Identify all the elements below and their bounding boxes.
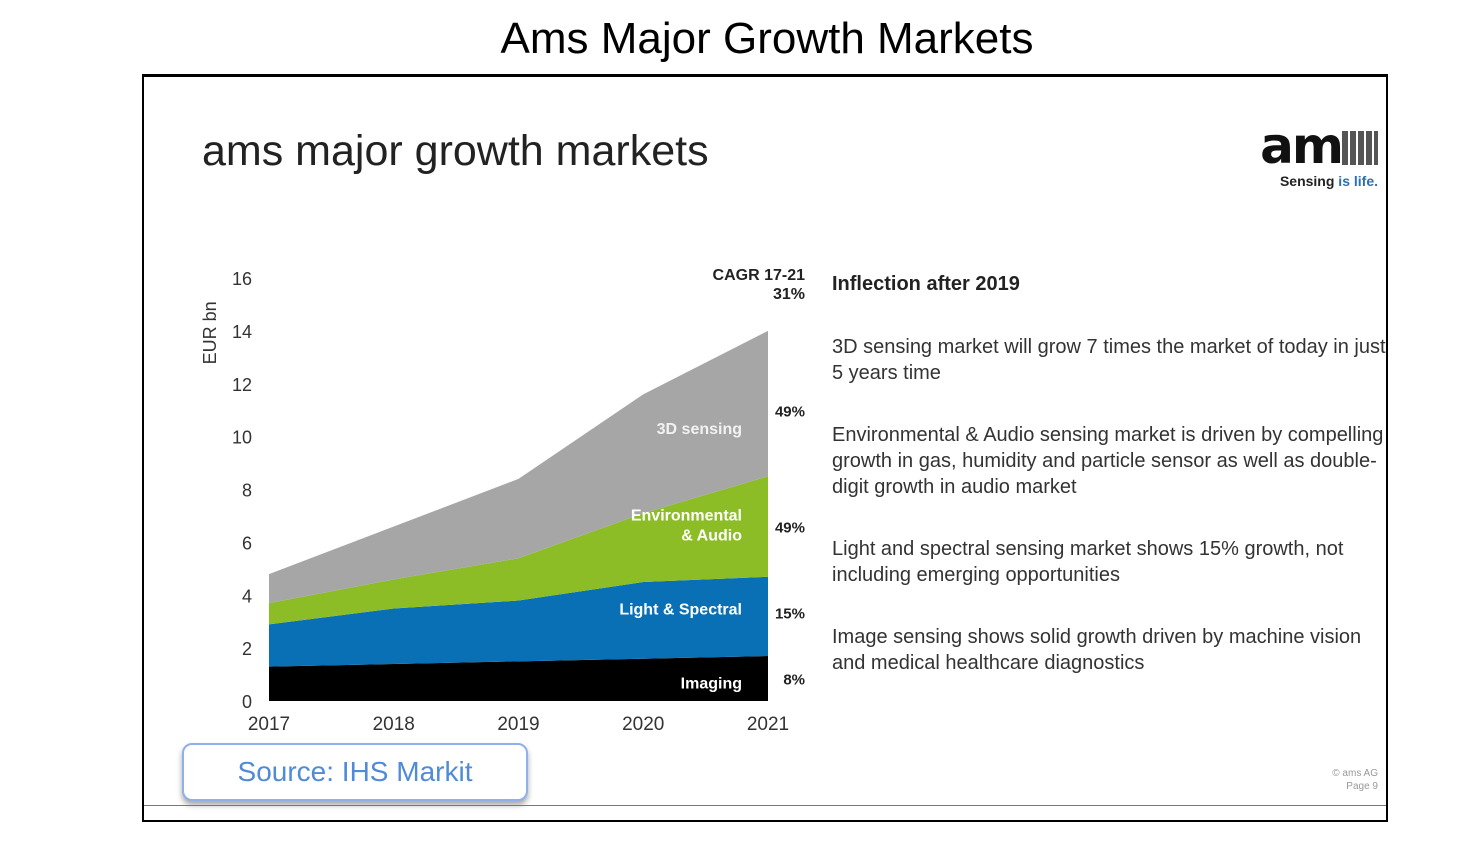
area-imaging — [269, 656, 768, 701]
cagr-header: CAGR 17-21 — [713, 267, 806, 284]
y-tick-label: 6 — [242, 533, 252, 553]
bullet-light-spectral: Light and spectral sensing market shows … — [832, 538, 1344, 586]
y-axis-label: EUR bn — [200, 301, 220, 364]
slide-title: ams major growth markets — [202, 127, 709, 175]
area-3d-sensing — [269, 330, 768, 604]
area-label: Light & Spectral — [619, 601, 742, 618]
footer-copyright: © ams AG — [1332, 768, 1378, 779]
logo-grid-icon — [1342, 131, 1378, 165]
cagr-label: 49% — [775, 403, 805, 420]
cagr-total: 31% — [773, 286, 805, 303]
bullet-list: Inflection after 2019 3D sensing market … — [832, 273, 1392, 712]
slide-footer: © ams AG Page 9 — [1332, 767, 1378, 793]
y-tick-label: 8 — [242, 481, 252, 501]
x-tick-label: 2019 — [497, 714, 539, 735]
bullet-environmental-audio: Environmental & Audio sensing market is … — [832, 424, 1384, 498]
bullet-imaging: Image sensing shows solid growth driven … — [832, 626, 1362, 674]
y-tick-label: 0 — [242, 692, 252, 712]
y-tick-label: 10 — [232, 428, 252, 448]
source-callout: Source: IHS Markit — [182, 743, 528, 801]
area-label: 3D sensing — [657, 421, 742, 438]
ams-logo: am Sensing is life. — [1260, 121, 1378, 189]
cagr-label: 15% — [775, 605, 805, 622]
page-title: Ams Major Growth Markets — [500, 14, 1034, 63]
y-tick-label: 12 — [232, 375, 252, 395]
bullets-heading: Inflection after 2019 — [832, 273, 1020, 295]
x-tick-label: 2021 — [747, 714, 789, 735]
x-tick-label: 2018 — [373, 714, 415, 735]
logo-wordmark: am — [1260, 121, 1378, 171]
area-label: Environmental — [631, 508, 742, 525]
cagr-label: 49% — [775, 519, 805, 536]
footer-page: Page 9 — [1346, 781, 1378, 792]
y-tick-label: 16 — [232, 269, 252, 289]
area-light-spectral — [269, 576, 768, 667]
y-tick-label: 2 — [242, 639, 252, 659]
logo-tagline: Sensing is life. — [1260, 173, 1378, 189]
y-tick-label: 14 — [232, 322, 252, 342]
x-tick-label: 2017 — [248, 714, 290, 735]
slide-bottom-rule — [144, 805, 1386, 806]
bullet-3d-sensing: 3D sensing market will grow 7 times the … — [832, 336, 1386, 384]
logo-tagline-b: is life. — [1334, 173, 1378, 189]
slide-frame: ams major growth markets am Sensing is l… — [142, 74, 1388, 822]
area-label: & Audio — [681, 528, 742, 545]
y-tick-label: 4 — [242, 586, 252, 606]
logo-word-text: am — [1260, 117, 1344, 175]
cagr-label: 8% — [783, 672, 805, 689]
area-label: Imaging — [681, 676, 742, 693]
x-tick-label: 2020 — [622, 714, 664, 735]
logo-tagline-a: Sensing — [1279, 173, 1335, 189]
stacked-area-chart: 0 2 4 6 8 10 12 14 16 EUR bn 2017 2018 2019 2020 2021 C… — [200, 267, 806, 735]
